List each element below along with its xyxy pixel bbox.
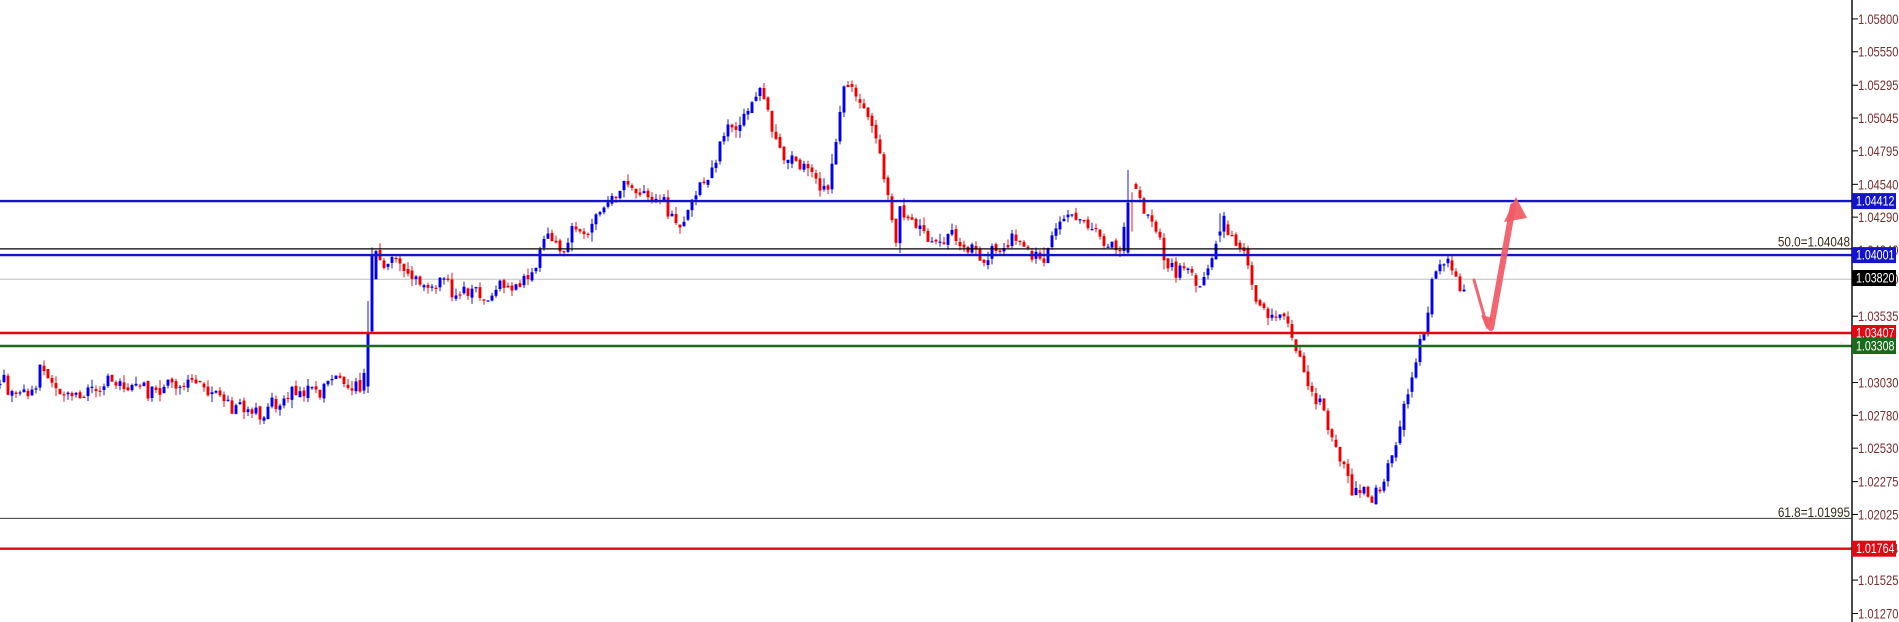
svg-text:1.02025: 1.02025 <box>1858 507 1898 522</box>
svg-text:1.02275: 1.02275 <box>1858 474 1898 489</box>
svg-text:1.04412: 1.04412 <box>1856 193 1895 209</box>
svg-text:1.03308: 1.03308 <box>1856 338 1895 354</box>
svg-text:1.03030: 1.03030 <box>1858 375 1898 390</box>
svg-text:1.01270: 1.01270 <box>1858 606 1898 621</box>
svg-text:50.0=1.04048: 50.0=1.04048 <box>1778 233 1850 249</box>
svg-text:1.04001: 1.04001 <box>1856 247 1895 263</box>
svg-text:1.02780: 1.02780 <box>1858 408 1898 423</box>
svg-text:1.04290: 1.04290 <box>1858 210 1898 225</box>
svg-text:1.04540: 1.04540 <box>1858 177 1898 192</box>
svg-text:1.03535: 1.03535 <box>1858 309 1898 324</box>
svg-text:1.05800: 1.05800 <box>1858 12 1898 27</box>
svg-text:1.03820: 1.03820 <box>1856 270 1895 286</box>
svg-text:61.8=1.01995: 61.8=1.01995 <box>1778 504 1850 520</box>
svg-text:1.05550: 1.05550 <box>1858 45 1898 60</box>
svg-text:1.04795: 1.04795 <box>1858 144 1898 159</box>
svg-text:1.05295: 1.05295 <box>1858 78 1898 93</box>
svg-text:1.02530: 1.02530 <box>1858 441 1898 456</box>
svg-text:1.01525: 1.01525 <box>1858 573 1898 588</box>
svg-text:1.01764: 1.01764 <box>1856 541 1895 557</box>
svg-text:1.05045: 1.05045 <box>1858 111 1898 126</box>
